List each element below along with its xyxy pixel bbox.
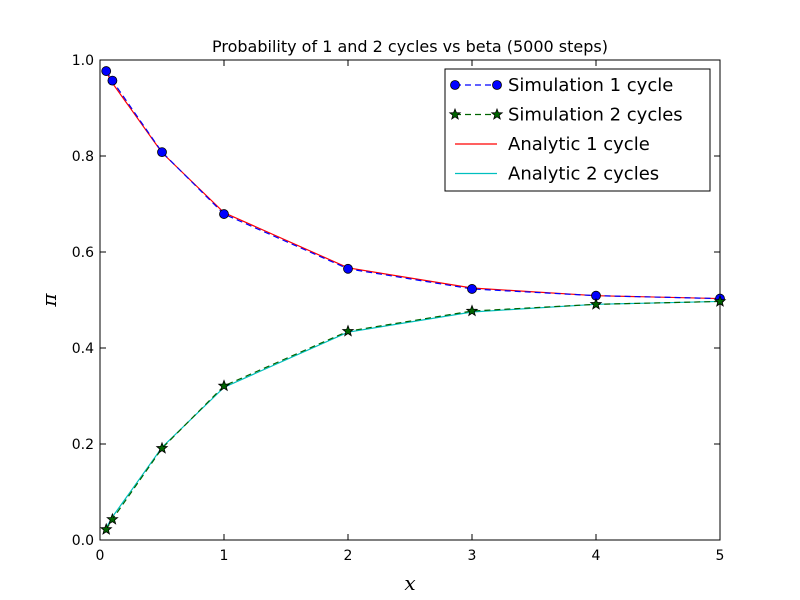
- legend-marker: [492, 80, 502, 90]
- legend-label: Simulation 1 cycle: [508, 75, 673, 96]
- y-tick-label: 0.0: [72, 533, 94, 549]
- y-tick-label: 0.8: [72, 149, 94, 165]
- data-point: [343, 263, 353, 274]
- legend-entry: Analytic 2 cycles: [455, 164, 659, 185]
- data-point: [107, 75, 118, 86]
- legend-marker: [448, 107, 462, 120]
- data-point: [106, 512, 119, 525]
- data-point: [465, 304, 479, 317]
- legend: Simulation 1 cycle Simulation 2 cycles Ana…: [444, 68, 711, 192]
- legend-entry: Simulation 2 cycles: [448, 105, 683, 126]
- legend-label: Simulation 2 cycles: [508, 105, 683, 126]
- x-tick-label: 3: [468, 548, 477, 564]
- series-line: [105, 70, 721, 300]
- series-1: [101, 66, 725, 304]
- y-tick-label: 0.4: [72, 341, 94, 357]
- data-point: [99, 522, 113, 535]
- y-tick-label: 0.6: [72, 245, 94, 261]
- y-tick-label: 1.0: [72, 53, 94, 69]
- data-point: [219, 209, 229, 219]
- series-layer: [99, 66, 727, 535]
- x-tick-label: 1: [220, 548, 229, 564]
- legend-marker: [450, 80, 460, 90]
- axis-ticks: 0 1 2 3 4 5 0.0 0.2 0.4 0.6 0.8 1.0: [72, 53, 725, 564]
- x-tick-label: 5: [716, 548, 725, 564]
- legend-entry: Simulation 1 cycle: [450, 75, 673, 96]
- legend-box: [444, 68, 711, 192]
- data-point: [713, 294, 727, 307]
- series-2: [99, 294, 727, 535]
- data-point: [589, 297, 603, 310]
- x-tick-label: 0: [96, 548, 105, 564]
- x-axis-label: x: [404, 571, 415, 595]
- data-point: [341, 324, 355, 337]
- data-point: [467, 284, 477, 294]
- chart-title: Probability of 1 and 2 cycles vs beta (5…: [212, 37, 608, 56]
- data-point: [217, 379, 231, 392]
- x-tick-label: 2: [344, 548, 353, 564]
- y-axis-label: π: [37, 293, 61, 308]
- data-point: [101, 66, 112, 76]
- data-point: [155, 441, 169, 454]
- x-tick-label: 4: [592, 548, 601, 564]
- legend-label: Analytic 1 cycle: [508, 134, 650, 155]
- legend-marker: [490, 107, 504, 120]
- data-point: [157, 147, 167, 158]
- legend-label: Analytic 2 cycles: [508, 164, 659, 185]
- series-line: [105, 300, 721, 530]
- y-tick-label: 0.2: [72, 437, 94, 453]
- legend-entry: Analytic 1 cycle: [455, 134, 650, 155]
